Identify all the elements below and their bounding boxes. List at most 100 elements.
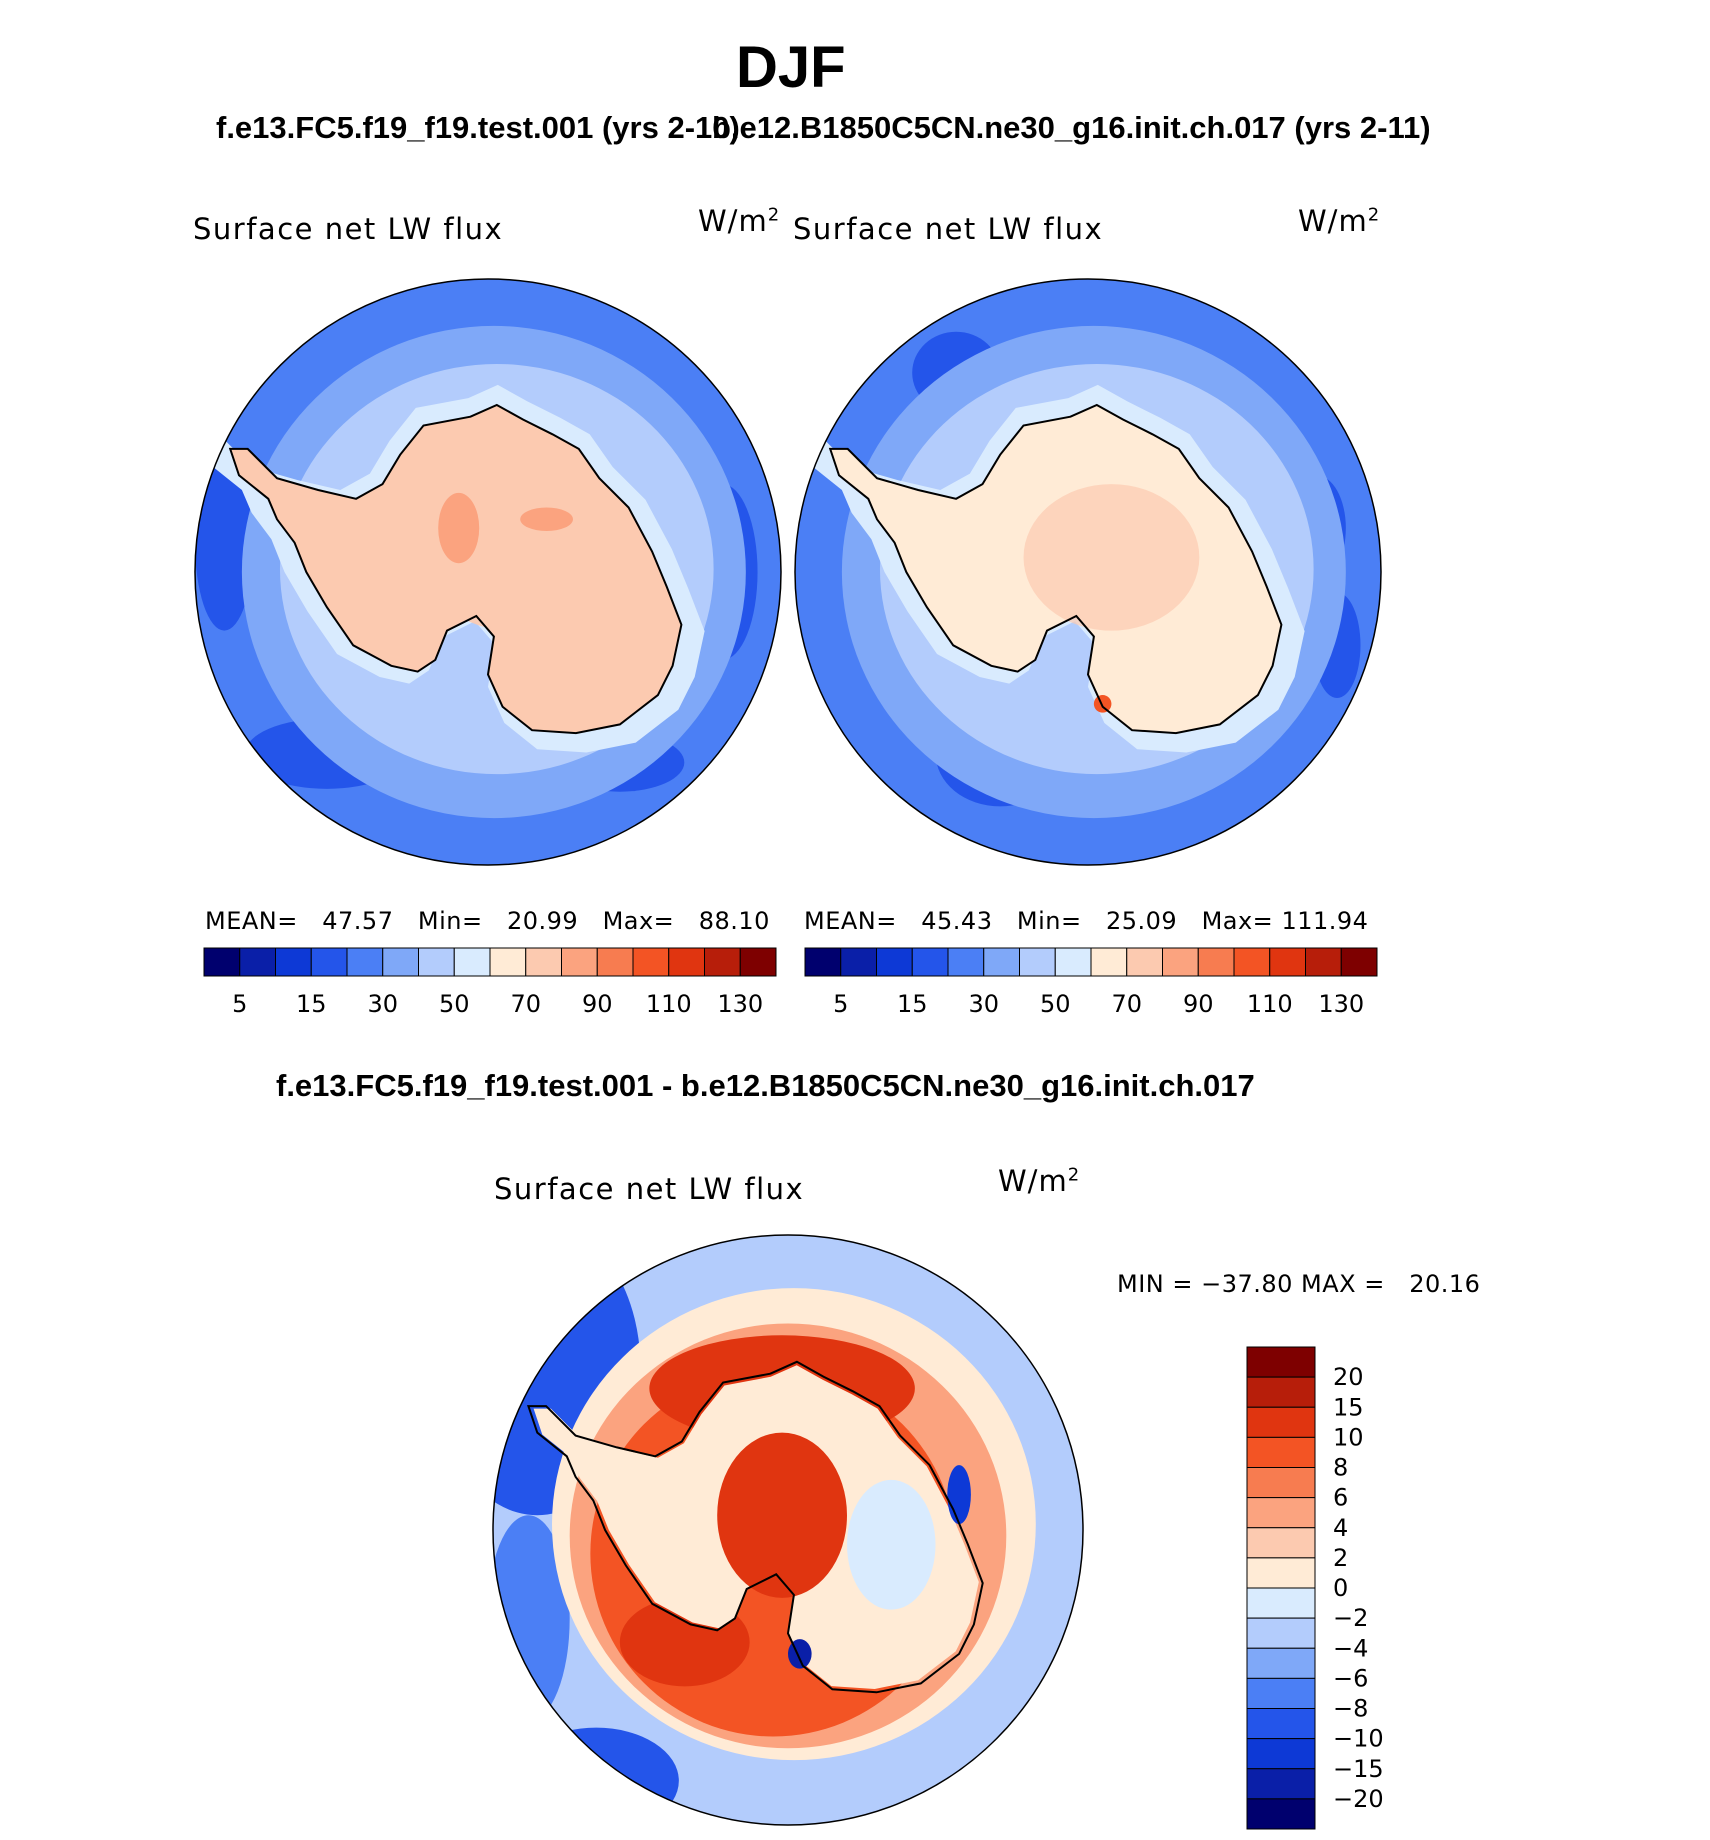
colorbar-tick-label: 10: [1333, 1423, 1364, 1451]
colorbar-tick-label: −4: [1333, 1634, 1368, 1662]
colorbar-tick-label: 110: [1247, 990, 1293, 1018]
colorbar-swatch: [1246, 1497, 1316, 1529]
colorbar-swatch: [804, 947, 842, 977]
panel3-stats: MIN = −37.80 MAX = 20.16: [1117, 1270, 1481, 1298]
panel1-stats: MEAN= 47.57 Min= 20.99 Max= 88.10: [205, 907, 770, 935]
coastline: [228, 403, 683, 735]
panel2-stats: MEAN= 45.43 Min= 25.09 Max= 111.94: [804, 907, 1369, 935]
colorbar-tick-label: 110: [646, 990, 692, 1018]
diff-land-cold: [788, 1639, 812, 1669]
colorbar-swatch: [1054, 947, 1092, 977]
colorbar-swatch: [632, 947, 670, 977]
colorbar-swatch: [561, 947, 598, 977]
panel3-units: W/m2: [998, 1164, 1081, 1198]
colorbar-tick-label: 4: [1333, 1514, 1348, 1542]
colorbar-swatch: [1197, 947, 1235, 977]
panel2-field-label: Surface net LW flux: [793, 212, 1104, 246]
colorbar-swatch: [1019, 947, 1056, 977]
colorbar-tick-label: −20: [1333, 1785, 1384, 1813]
case2-title: b.e12.B1850C5CN.ne30_g16.init.ch.017 (yr…: [712, 110, 1431, 145]
colorbar-swatch: [1246, 1557, 1316, 1589]
map-frame: [194, 278, 782, 866]
colorbar-tick-label: 8: [1333, 1454, 1348, 1482]
colorbar-tick-label: 50: [439, 990, 470, 1018]
colorbar-tick-label: −2: [1333, 1604, 1368, 1632]
colorbar-swatch: [840, 947, 877, 977]
colorbar-tick-label: 5: [232, 990, 247, 1018]
panel1-field-label: Surface net LW flux: [193, 212, 504, 246]
colorbar-swatch: [1246, 1677, 1316, 1709]
colorbar-swatch: [1246, 1346, 1316, 1378]
land-hotspot: [1093, 695, 1112, 713]
map-frame: [794, 278, 1382, 866]
map-panel-3: [492, 1234, 1084, 1826]
colorbar-swatch: [453, 947, 491, 977]
colorbar-tick-label: 70: [510, 990, 541, 1018]
colorbar-tick-label: 15: [897, 990, 928, 1018]
colorbar-tick-label: 90: [582, 990, 613, 1018]
panel1-units: W/m2: [698, 204, 781, 238]
colorbar-tick-label: 130: [717, 990, 763, 1018]
colorbar-swatch: [1246, 1436, 1316, 1468]
colorbar-swatch: [1246, 1406, 1316, 1438]
colorbar-tick-label: 20: [1333, 1363, 1364, 1391]
land-interior: [1023, 484, 1200, 631]
colorbar-swatch: [203, 947, 241, 977]
colorbar-swatch: [1246, 1738, 1316, 1770]
colorbar-tick-label: 5: [833, 990, 848, 1018]
diff-land-cold: [947, 1465, 971, 1525]
colorbar-swatch: [668, 947, 705, 977]
map-panel-1: [194, 278, 782, 866]
diff-land-cool: [847, 1479, 936, 1610]
colorbar-swatch: [1305, 947, 1342, 977]
colorbar-swatch: [239, 947, 276, 977]
colorbar-swatch: [1162, 947, 1199, 977]
colorbar-swatch: [911, 947, 949, 977]
colorbar-swatch: [1246, 1587, 1316, 1619]
colorbar-swatch: [1246, 1527, 1316, 1559]
land-hotspot: [438, 492, 480, 564]
colorbar-2: 5 15 30 50 70 90 110 130: [804, 947, 1378, 1018]
colorbar-tick-label: 30: [968, 990, 999, 1018]
map-field-2: [795, 279, 1381, 865]
map-frame: [492, 1234, 1084, 1826]
colorbar-swatch: [346, 947, 384, 977]
colorbar-swatch: [1246, 1647, 1316, 1679]
case1-title: f.e13.FC5.f19_f19.test.001 (yrs 2-10): [216, 110, 740, 145]
colorbar-swatch: [1340, 947, 1378, 977]
colorbar-tick-label: 90: [1183, 990, 1214, 1018]
colorbar-swatch: [876, 947, 913, 977]
colorbar-tick-label: 50: [1040, 990, 1071, 1018]
colorbar-tick-label: −6: [1333, 1664, 1368, 1692]
map-field-3: [493, 1235, 1083, 1825]
colorbar-tick-label: 15: [1333, 1393, 1364, 1421]
colorbar-swatch: [418, 947, 455, 977]
colorbar-swatch: [1246, 1708, 1316, 1740]
colorbar-swatch: [1269, 947, 1306, 977]
colorbar-tick-label: 0: [1333, 1574, 1348, 1602]
coastline: [527, 1360, 984, 1694]
colorbar-swatch: [1246, 1798, 1316, 1830]
colorbar-tick-label: 30: [367, 990, 398, 1018]
land-hotspot: [520, 507, 573, 531]
colorbar-1: 5 15 30 50 70 90 110 130: [203, 947, 777, 1018]
colorbar-swatch: [1246, 1467, 1316, 1499]
colorbar-swatch: [1246, 1376, 1316, 1408]
colorbar-swatch: [382, 947, 419, 977]
colorbar-swatch: [1090, 947, 1128, 977]
colorbar-swatch: [704, 947, 741, 977]
colorbar-swatch: [596, 947, 634, 977]
map-field-1: [195, 279, 781, 865]
panel3-field-label: Surface net LW flux: [494, 1172, 805, 1206]
colorbar-tick-label: 6: [1333, 1484, 1348, 1512]
colorbar-swatch: [275, 947, 312, 977]
colorbar-tick-label: −15: [1333, 1755, 1384, 1783]
diff-negative: [513, 1727, 679, 1825]
ocean-blob: [195, 454, 254, 631]
colorbar-swatch: [1246, 1768, 1316, 1800]
colorbar-tick-label: −10: [1333, 1725, 1384, 1753]
colorbar-swatch: [947, 947, 985, 977]
colorbar-tick-label: 130: [1318, 990, 1364, 1018]
